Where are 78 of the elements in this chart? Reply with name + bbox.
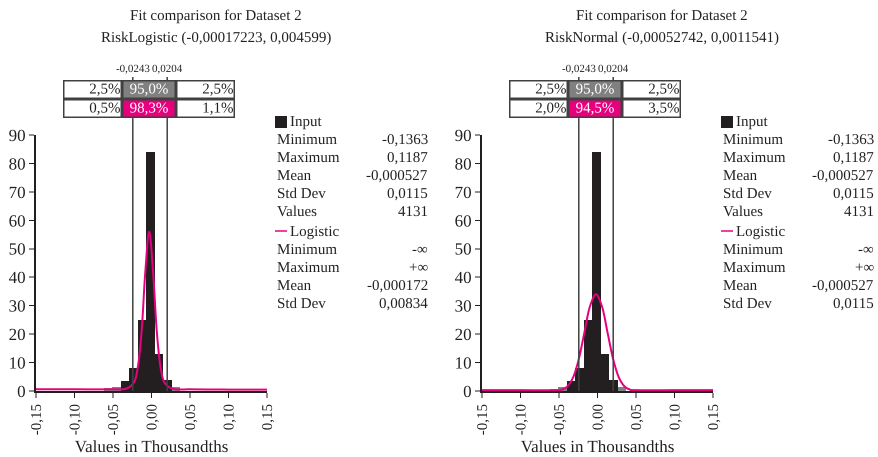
y-tick-label: 70 xyxy=(454,182,472,202)
ref-line-label: 0,0204 xyxy=(152,63,183,75)
text: Mean -0,000527 xyxy=(277,168,428,184)
text: 2,5% xyxy=(202,82,234,98)
y-tick-label: 70 xyxy=(8,182,26,202)
y-tick-label: 60 xyxy=(8,211,26,230)
text: 2,5% xyxy=(89,82,121,98)
x-tick-label: -0,10 xyxy=(513,404,530,436)
y-tick-label: 20 xyxy=(454,325,472,344)
x-tick-label: -0,10 xyxy=(67,404,84,436)
x-axis-title: Values in Thousandths xyxy=(520,437,674,456)
text: Std Dev 0,0115 xyxy=(723,296,874,312)
x-tick-label: 0,05 xyxy=(182,404,199,430)
x-tick-label: 0,10 xyxy=(221,404,238,430)
y-tick-label: 10 xyxy=(454,354,472,373)
y-tick-label: 40 xyxy=(454,268,472,288)
text: Minimum -0,1363 xyxy=(723,132,874,148)
text: Minimum -∞ xyxy=(277,242,428,258)
text: Maximum 0,1187 xyxy=(723,150,874,166)
ref-line-label: -0,0243 xyxy=(116,63,150,75)
text: 2,0% xyxy=(535,100,567,116)
text: 98,3% xyxy=(130,100,168,116)
text: Std Dev 0,0115 xyxy=(723,186,874,202)
y-tick-label: 20 xyxy=(8,325,26,344)
y-tick-label: 40 xyxy=(8,268,26,288)
text: Maximum 0,1187 xyxy=(277,150,428,166)
text: Minimum -∞ xyxy=(723,242,874,258)
chart-title: Fit comparison for Dataset 2 xyxy=(576,8,748,24)
y-tick-label: 50 xyxy=(8,240,26,259)
text: 95,0% xyxy=(130,82,168,98)
legend-label: Logistic xyxy=(736,224,786,240)
y-tick-label: 80 xyxy=(454,154,472,174)
text: Std Dev 0,00834 xyxy=(277,296,428,312)
text: Values 4131 xyxy=(277,204,428,220)
x-axis-title: Values in Thousandths xyxy=(74,437,228,456)
text: 1,1% xyxy=(202,100,234,116)
x-tick-label: -0,05 xyxy=(552,404,568,436)
x-tick-label: 0,15 xyxy=(706,404,722,430)
legend-label: Logistic xyxy=(290,224,340,240)
text: Maximum +∞ xyxy=(723,260,874,276)
legend-label: Input xyxy=(736,114,768,130)
legend-label: Input xyxy=(290,114,322,130)
x-tick-label: 0,05 xyxy=(628,404,645,430)
x-tick-label: -0,15 xyxy=(474,404,491,436)
text: Std Dev 0,0115 xyxy=(277,186,428,202)
text: 94,5% xyxy=(576,100,614,116)
text: 95,0% xyxy=(576,82,614,98)
text: 2,5% xyxy=(535,82,567,98)
chart-subtitle: RiskLogistic (-0,00017223, 0,004599) xyxy=(101,30,332,46)
y-tick-label: 80 xyxy=(8,154,26,174)
text: Mean -0,000172 xyxy=(277,278,428,294)
chart-subtitle: RiskNormal (-0,00052742, 0,0011541) xyxy=(545,30,780,46)
y-tick-label: 90 xyxy=(8,126,26,145)
text: 3,5% xyxy=(648,100,680,116)
y-tick-label: 10 xyxy=(8,354,26,373)
text: 2,5% xyxy=(648,82,680,98)
y-tick-label: 0 xyxy=(463,382,472,401)
ref-line-label: -0,0243 xyxy=(562,63,596,75)
x-tick-label: -0,05 xyxy=(106,404,122,436)
y-tick-label: 30 xyxy=(8,296,26,316)
text: Values 4131 xyxy=(723,204,874,220)
x-tick-label: -0,15 xyxy=(28,404,45,436)
y-tick-label: 0 xyxy=(17,382,26,401)
y-tick-label: 90 xyxy=(454,126,472,145)
text: Maximum +∞ xyxy=(277,260,428,276)
chart-title: Fit comparison for Dataset 2 xyxy=(130,8,302,24)
text: Mean -0,000527 xyxy=(723,168,874,184)
x-tick-label: 0,00 xyxy=(590,404,606,430)
ref-line-label: 0,0204 xyxy=(598,63,629,75)
y-tick-label: 50 xyxy=(454,240,472,259)
x-tick-label: 0,00 xyxy=(144,404,160,430)
y-tick-label: 60 xyxy=(454,211,472,230)
text: Mean -0,000527 xyxy=(723,278,874,294)
text: 0,5% xyxy=(89,100,121,116)
y-tick-label: 30 xyxy=(454,296,472,316)
x-tick-label: 0,15 xyxy=(260,404,276,430)
text: Minimum -0,1363 xyxy=(277,132,428,148)
x-tick-label: 0,10 xyxy=(667,404,684,430)
